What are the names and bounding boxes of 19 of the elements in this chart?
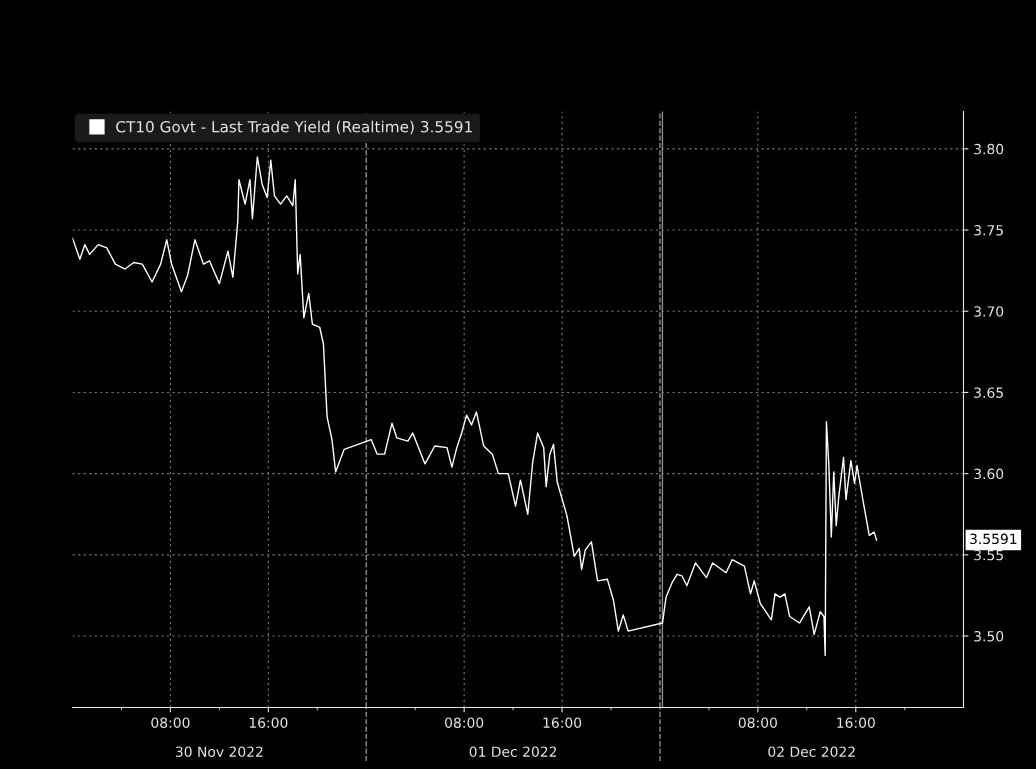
text: 02 Dec 2022 [768,746,855,757]
y-tick-label: 3.70 [974,306,1004,317]
y-tick-label: 3.60 [974,468,1004,480]
x-tick-label: 08:00 [738,717,777,728]
text: 3.5591 [970,533,1017,545]
x-tick-label: 16:00 [837,717,875,728]
x-tick-label: 16:00 [249,717,288,728]
y-tick-label: 3.55 [974,549,1003,561]
y-tick-label: 3.65 [974,387,1003,398]
legend-label: CT10 Govt - Last Trade Yield (Realtime) 3.5591 [116,120,472,135]
y-tick-label: 3.75 [974,225,1003,236]
y-tick-label: 3.50 [974,631,1004,642]
text: 01 Dec 2022 [469,746,557,757]
x-tick-label: 08:00 [445,717,484,728]
y-tick-label: 3.80 [974,143,1004,155]
line-series [72,156,878,657]
x-tick-label: 16:00 [543,717,582,728]
x-tick-label: 08:00 [151,717,190,728]
text: 30 Nov 2022 [175,746,263,757]
